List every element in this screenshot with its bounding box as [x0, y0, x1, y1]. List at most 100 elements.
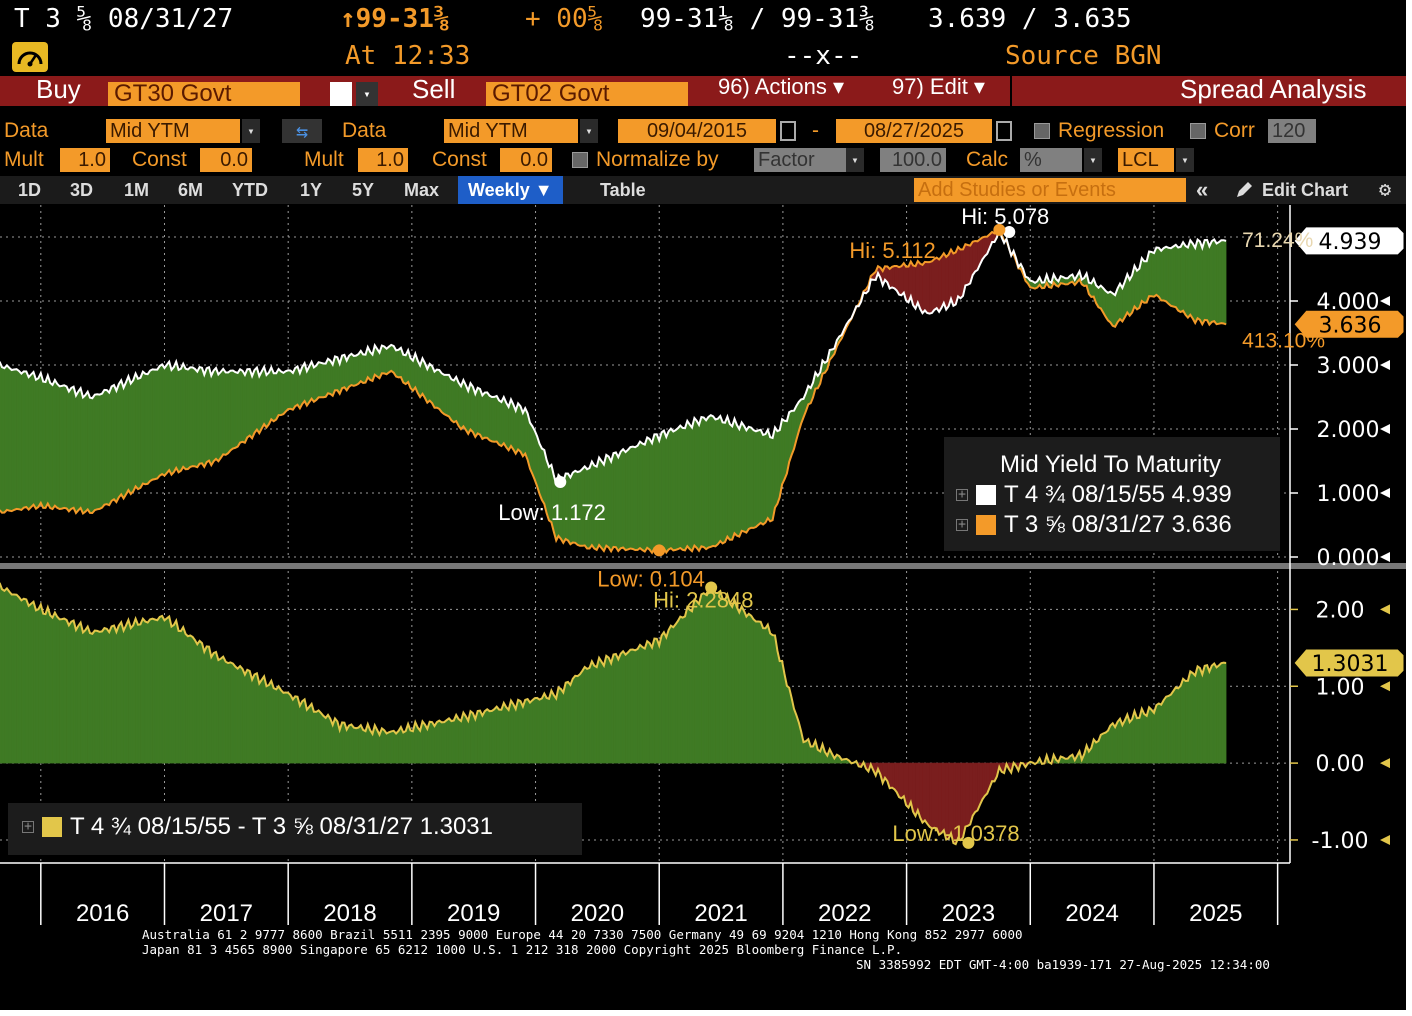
spread-area-segment	[395, 730, 399, 764]
spread-fill-segment	[610, 453, 614, 552]
spread-fill-segment	[905, 266, 909, 303]
tab-table[interactable]: Table	[600, 180, 646, 200]
tab-max[interactable]: Max	[404, 180, 440, 200]
spread-fill-segment	[1143, 261, 1147, 304]
spread-legend: + T 4 ¾ 08/15/55 - T 3 ⅝ 08/31/27 1.3031	[8, 803, 582, 855]
mult1-field[interactable]: 1.0	[60, 148, 110, 172]
spread-fill-segment	[1, 366, 5, 514]
last-value-tag-long	[1293, 226, 1405, 256]
tab-ytd[interactable]: YTD	[232, 180, 268, 200]
spread-area-segment	[154, 619, 158, 764]
spread-area-segment	[694, 599, 698, 764]
page-title: Spread Analysis	[1180, 76, 1367, 104]
chevron-down-icon[interactable]: ▾	[580, 119, 598, 143]
panel-divider[interactable]	[0, 563, 1406, 569]
chevron-down-icon[interactable]: ▾	[1084, 148, 1102, 172]
corr-checkbox[interactable]	[1190, 123, 1206, 139]
tab-5y[interactable]: 5Y	[352, 180, 375, 200]
mult2-field[interactable]: 1.0	[358, 148, 408, 172]
start-date-field[interactable]: 09/04/2015	[618, 119, 776, 143]
studies-input[interactable]: Add Studies or Events	[914, 178, 1186, 202]
tab-3d[interactable]: 3D	[70, 180, 94, 200]
gear-icon[interactable]: ⚙	[1378, 177, 1392, 201]
spread-fill-segment	[125, 376, 129, 496]
buy-dropdown[interactable]	[330, 82, 352, 106]
tab-1m[interactable]: 1M	[124, 180, 150, 200]
data2-select[interactable]: Mid YTM	[444, 119, 578, 143]
spread-area-segment	[777, 650, 781, 764]
spread-area-segment	[589, 661, 593, 764]
spread-area-segment	[1213, 662, 1217, 764]
regression-checkbox[interactable]	[1034, 123, 1050, 139]
tab-1d[interactable]: 1D	[18, 180, 42, 200]
spread-area-segment	[615, 653, 619, 764]
spread-fill-segment	[710, 414, 714, 548]
spread-fill-segment	[736, 423, 740, 538]
calc-select[interactable]: %	[1020, 148, 1082, 172]
calendar-icon[interactable]	[780, 121, 796, 141]
normalize-checkbox[interactable]	[572, 152, 588, 168]
spread-fill-segment	[1180, 242, 1184, 313]
collapse-icon[interactable]: «	[1196, 177, 1209, 202]
tab-1y[interactable]: 1Y	[300, 180, 323, 200]
spread-area-segment	[213, 651, 217, 764]
spread-fill-segment	[1156, 247, 1160, 298]
sell-label: Sell	[412, 76, 456, 104]
spread-fill-segment	[77, 387, 81, 511]
chevron-down-icon[interactable]: ▾	[1176, 148, 1194, 172]
spread-fill-segment	[168, 361, 172, 475]
speedometer-icon[interactable]	[12, 42, 48, 72]
spread-area-segment	[898, 762, 902, 799]
quote-time: At 12:33	[345, 41, 471, 71]
spread-fill-segment	[453, 376, 457, 423]
edit-chart-button[interactable]: Edit Chart	[1262, 180, 1349, 200]
spread-fill-segment	[517, 402, 521, 453]
expand-icon[interactable]: +	[22, 820, 34, 833]
spread-fill-segment	[1165, 246, 1169, 305]
corr-window-field[interactable]: 120	[1268, 119, 1316, 143]
expand-icon[interactable]: +	[956, 488, 968, 501]
spread-fill-segment	[494, 395, 497, 443]
spread-area-segment	[661, 631, 665, 764]
spread-fill-segment	[278, 368, 282, 416]
chevron-down-icon[interactable]: ▾	[356, 82, 378, 106]
tab-weekly[interactable]: Weekly ▼	[458, 176, 563, 204]
factor-field[interactable]: 100.0	[880, 148, 946, 172]
spread-area-segment	[171, 624, 175, 764]
spread-area-segment	[8, 590, 13, 764]
currency-select[interactable]: LCL	[1118, 148, 1174, 172]
spread-area-segment	[582, 665, 585, 764]
spread-fill-segment	[96, 394, 100, 510]
chevron-down-icon[interactable]: ▾	[846, 148, 864, 172]
const1-field[interactable]: 0.0	[200, 148, 252, 172]
tab-6m[interactable]: 6M	[178, 180, 204, 200]
spread-area-segment	[1180, 678, 1184, 764]
const2-field[interactable]: 0.0	[500, 148, 552, 172]
spread-fill-segment	[171, 366, 175, 476]
spread-area-segment	[390, 730, 394, 764]
calc-label: Calc	[966, 148, 1009, 171]
chevron-down-icon[interactable]: ▾	[242, 119, 260, 143]
swap-icon[interactable]: ⇆	[282, 119, 322, 143]
edit-menu[interactable]: 97) Edit ▾	[892, 76, 985, 99]
sell-security-field[interactable]: GT02 Govt	[486, 82, 688, 106]
buy-security-field[interactable]: GT30 Govt	[108, 82, 300, 106]
spread-area-segment	[275, 685, 279, 764]
expand-icon[interactable]: +	[956, 518, 968, 531]
spread-fill-segment	[116, 384, 120, 503]
normalize-select[interactable]: Factor	[754, 148, 846, 172]
spread-fill-segment	[1177, 246, 1181, 313]
spread-area-segment	[453, 714, 457, 764]
spread-area-segment	[206, 646, 210, 764]
data1-select[interactable]: Mid YTM	[106, 119, 240, 143]
spread-area-segment	[327, 713, 331, 764]
spread-fill-segment	[47, 375, 51, 509]
pencil-icon[interactable]	[1234, 180, 1254, 200]
spread-area-segment	[598, 656, 602, 764]
spread-fill-segment	[663, 430, 667, 553]
actions-menu[interactable]: 96) Actions ▾	[718, 76, 844, 99]
calendar-icon[interactable]	[996, 121, 1012, 141]
end-date-field[interactable]: 08/27/2025	[836, 119, 992, 143]
spread-fill-segment	[175, 361, 179, 473]
spread-fill-segment	[446, 374, 450, 417]
